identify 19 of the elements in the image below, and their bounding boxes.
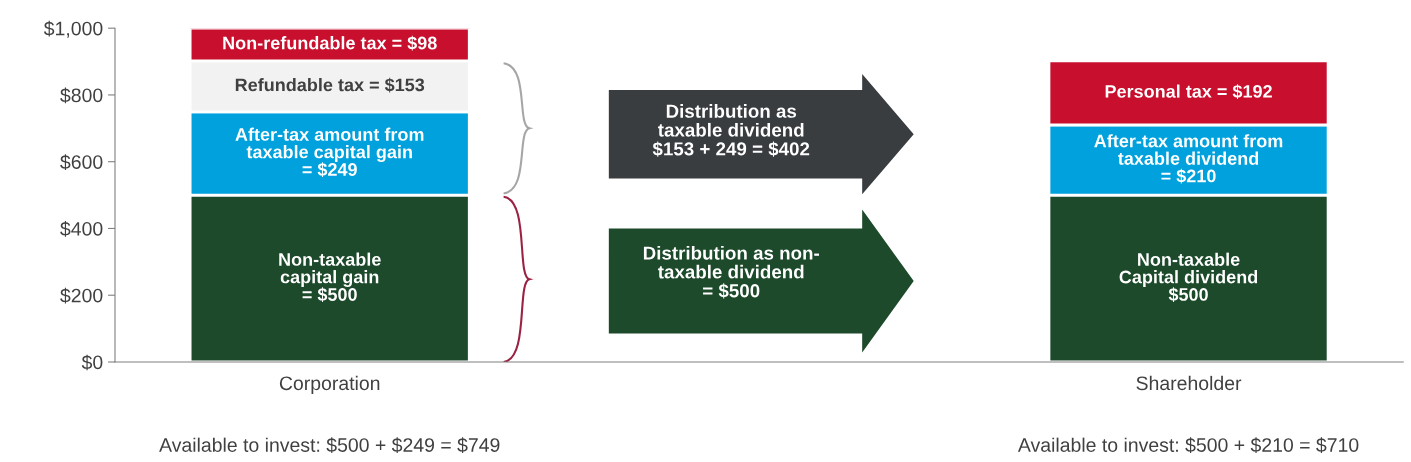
x-tick-label: Corporation [279, 375, 380, 394]
x-tick-label: Shareholder [1136, 375, 1242, 391]
y-tick-label: $200 [60, 287, 103, 304]
y-tick-label: $800 [60, 87, 103, 104]
data-label: Non-taxable Capital dividend $500 [1119, 252, 1258, 303]
text: Available to invest: $500 + $210 = $710 [1017, 437, 1359, 454]
y-tick-label: $0 [81, 354, 103, 371]
y-tick-label: $400 [60, 221, 103, 237]
data-label: Refundable tax = $153 [235, 77, 425, 93]
y-tick-label: $1,000 [43, 20, 103, 38]
data-label: Non-refundable tax = $98 [223, 35, 437, 51]
data-label: After-tax amount from taxable capital gain = $249 [235, 127, 424, 178]
annotation: Distribution as non- taxable dividend = $500 [643, 245, 819, 299]
data-label: Non-taxable capital gain = $500 [279, 252, 381, 303]
data-label: After-tax amount from taxable dividend = $210 [1094, 134, 1283, 184]
annotation: Distribution as taxable dividend $153 + 249 = $402 [652, 104, 810, 157]
y-tick-label: $600 [60, 154, 103, 171]
data-label: Personal tax = $192 [1105, 84, 1272, 99]
text: Available to invest: $500 + $249 = $749 [159, 437, 500, 454]
